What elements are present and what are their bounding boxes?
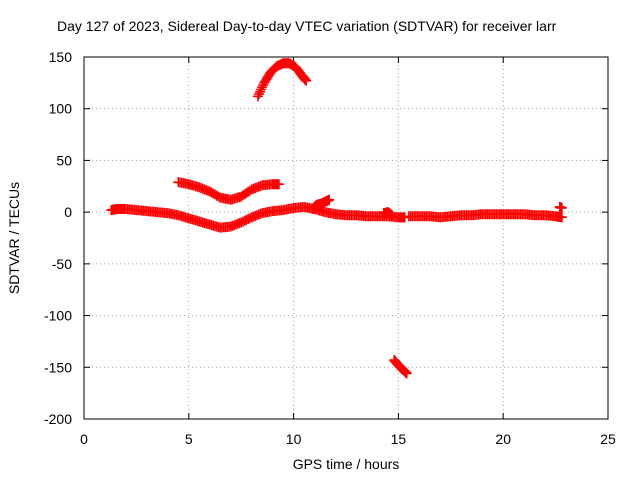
y-tick-label: 100 [49,101,73,117]
y-tick-label: -200 [44,411,72,427]
y-tick-label: -150 [44,359,72,375]
upper-arc-point [273,179,284,190]
peak-arc-point [254,89,265,100]
main-track-point [399,212,410,223]
peak-arc-point [257,82,268,93]
y-tick-label: -100 [44,308,72,324]
peak-arc-point [256,84,267,95]
y-tick-label: 50 [56,152,72,168]
x-tick-label: 5 [185,431,193,447]
data-points [106,58,567,379]
drop-arc-point [401,368,412,379]
x-tick-label: 20 [495,431,511,447]
x-tick-label: 0 [80,431,88,447]
x-tick-label: 15 [391,431,407,447]
y-axis-label: SDTVAR / TECUs [6,182,22,294]
axis-ticks: 0 5 10 15 20 25 -200 -150 -100 -50 0 50 100 150 [44,49,616,447]
y-tick-label: 150 [49,49,73,65]
y-tick-label: -50 [52,256,72,272]
late-track-point [556,212,567,223]
peak-arc-point [252,91,263,102]
x-axis-label: GPS time / hours [293,456,400,472]
y-tick-label: 0 [64,204,72,220]
x-tick-label: 25 [600,431,616,447]
chart-title: Day 127 of 2023, Sidereal Day-to-day VTE… [57,18,557,34]
end-point-point [556,203,567,214]
spike-11h-point [324,194,335,205]
peak-arc-point [301,75,312,86]
grid-lines [84,57,608,419]
x-tick-label: 10 [286,431,302,447]
spike-14-5h-point [387,210,398,221]
peak-arc-point [255,86,266,97]
plot-frame [83,56,609,420]
